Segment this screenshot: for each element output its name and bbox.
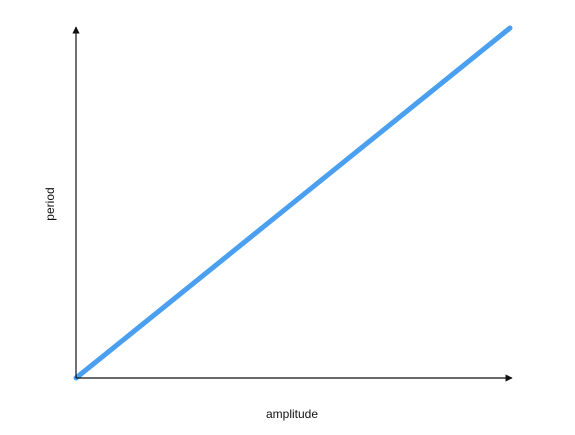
series-line-1 (73, 25, 513, 381)
plot-area (73, 25, 513, 381)
x-axis-label: amplitude (266, 407, 318, 421)
y-axis-label: period (43, 187, 57, 220)
